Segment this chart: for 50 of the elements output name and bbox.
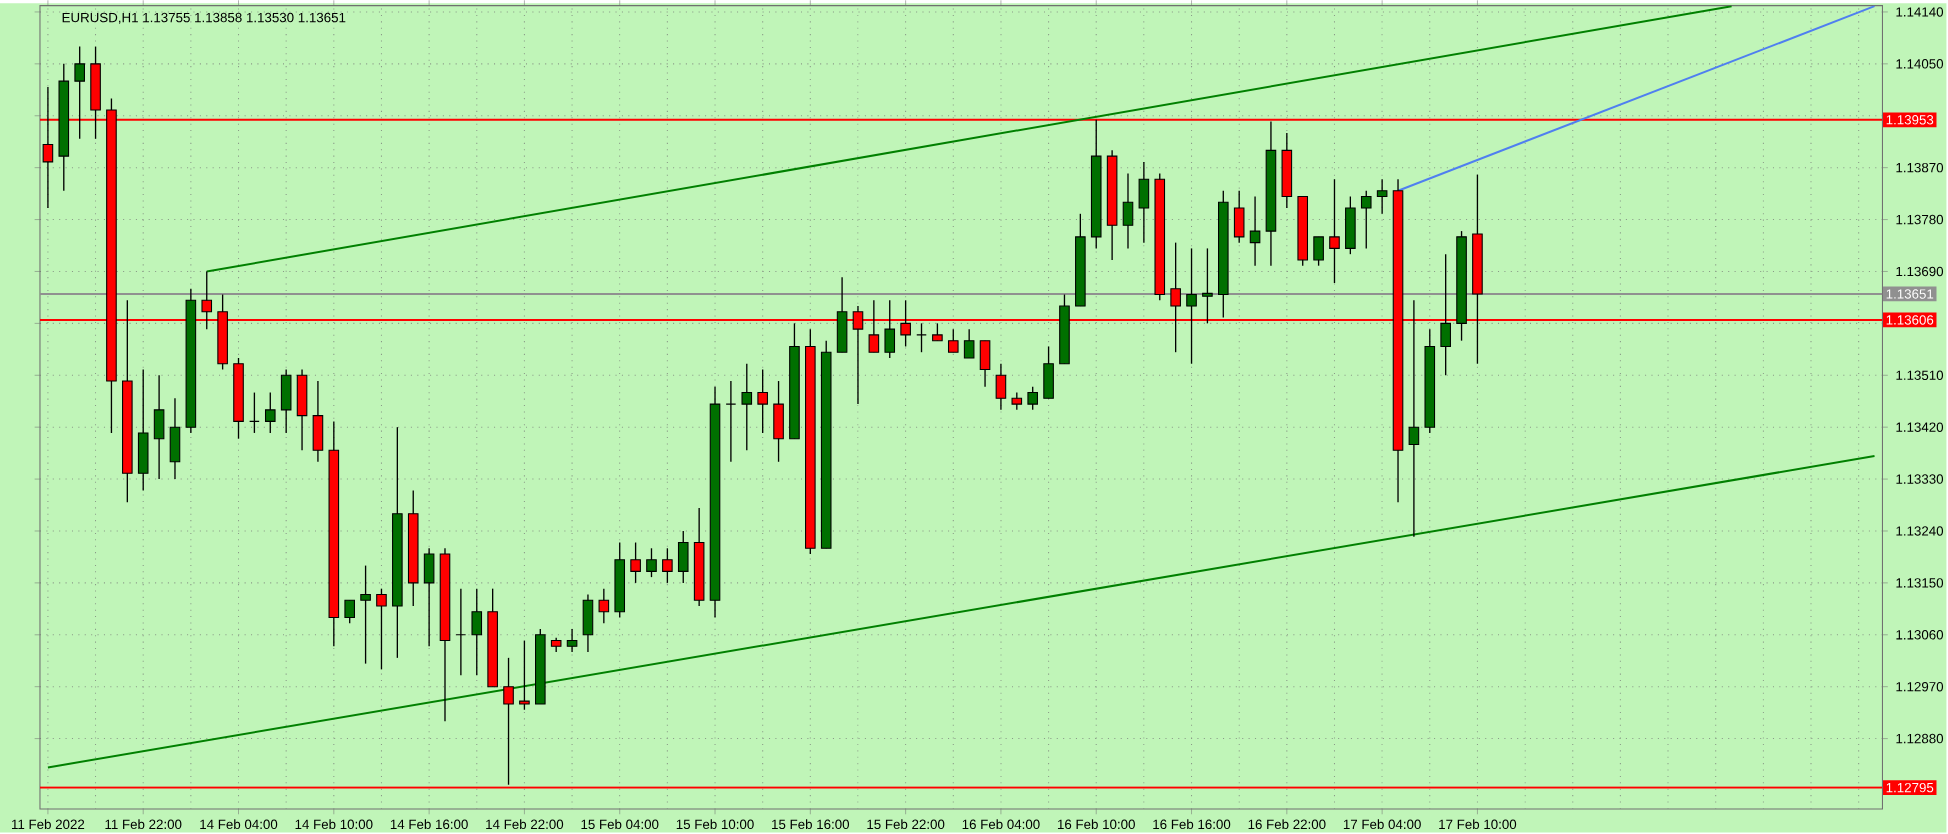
candlestick — [264, 392, 276, 434]
candlestick — [1043, 346, 1054, 400]
candlestick — [741, 363, 753, 452]
candlestick — [630, 542, 641, 584]
candlestick — [662, 547, 673, 584]
candlestick — [1281, 132, 1293, 209]
candlestick — [169, 397, 181, 480]
candlestick — [677, 530, 689, 584]
candlestick — [153, 374, 165, 480]
candlestick — [296, 369, 308, 452]
candlestick — [344, 599, 355, 625]
candlestick — [836, 276, 848, 354]
candlestick — [947, 328, 959, 354]
candlestick — [1360, 190, 1372, 250]
candlestick — [1440, 253, 1451, 377]
candlestick — [979, 340, 991, 388]
candlestick — [74, 46, 85, 140]
candlestick — [1345, 196, 1356, 256]
candlestick — [725, 380, 737, 463]
candlestick — [1329, 178, 1340, 284]
candlestick — [1186, 247, 1197, 365]
candlestick — [1027, 386, 1038, 411]
candlestick — [566, 628, 578, 654]
candlestick — [423, 547, 435, 648]
candlestick — [519, 640, 530, 711]
candlestick — [376, 588, 387, 671]
candlestick — [455, 588, 467, 677]
candlestick — [598, 588, 610, 625]
candlestick — [360, 565, 371, 665]
candlestick — [137, 369, 149, 492]
candlestick — [1122, 173, 1134, 250]
candlestick — [773, 380, 784, 463]
candlestick — [1249, 196, 1261, 267]
candlestick — [1313, 236, 1324, 267]
candlestick — [963, 328, 975, 359]
candlestick — [884, 299, 896, 359]
candlestick — [1376, 178, 1388, 215]
candlestick — [249, 392, 260, 434]
candlestick — [1202, 247, 1213, 325]
candlestick — [312, 380, 324, 463]
candlestick — [646, 547, 657, 579]
candlestick — [1233, 190, 1245, 244]
candlestick — [1138, 161, 1150, 244]
candlestick — [757, 369, 768, 434]
candlestick — [1408, 299, 1420, 538]
candlestick — [471, 588, 483, 677]
candlestick — [916, 322, 927, 354]
candlestick — [280, 369, 292, 434]
candlestick — [582, 594, 594, 654]
candlestick — [995, 363, 1007, 411]
